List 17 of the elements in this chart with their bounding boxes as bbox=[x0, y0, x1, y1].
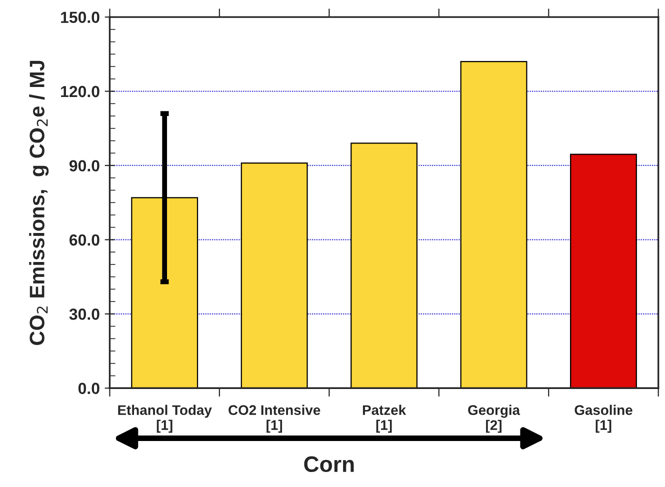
bar bbox=[570, 154, 637, 388]
y-tick-label: 150.0 bbox=[61, 12, 100, 23]
y-axis-title: CO$_{2}$ Emissions, g CO$_{2}$e / MJ bbox=[29, 60, 49, 345]
y-tick-label: 90.0 bbox=[69, 160, 100, 172]
x-tick-label: CO2 Intensive [1] bbox=[228, 404, 320, 433]
bar bbox=[350, 142, 418, 388]
bar bbox=[240, 162, 308, 388]
bar bbox=[460, 61, 528, 388]
y-tick-label: 0.0 bbox=[78, 382, 100, 394]
x-tick-label: Gasoline [1] bbox=[574, 404, 632, 433]
x-tick-label: Patzek [1] bbox=[362, 404, 406, 433]
x-tick-label: Ethanol Today [1] bbox=[118, 404, 212, 433]
y-tick-label: 60.0 bbox=[70, 234, 100, 246]
y-tick-label: 30.0 bbox=[69, 308, 100, 320]
y-tick-label: 120.0 bbox=[61, 86, 100, 98]
text: Corn bbox=[304, 456, 354, 472]
x-tick-label: Georgia [2] bbox=[468, 404, 520, 433]
